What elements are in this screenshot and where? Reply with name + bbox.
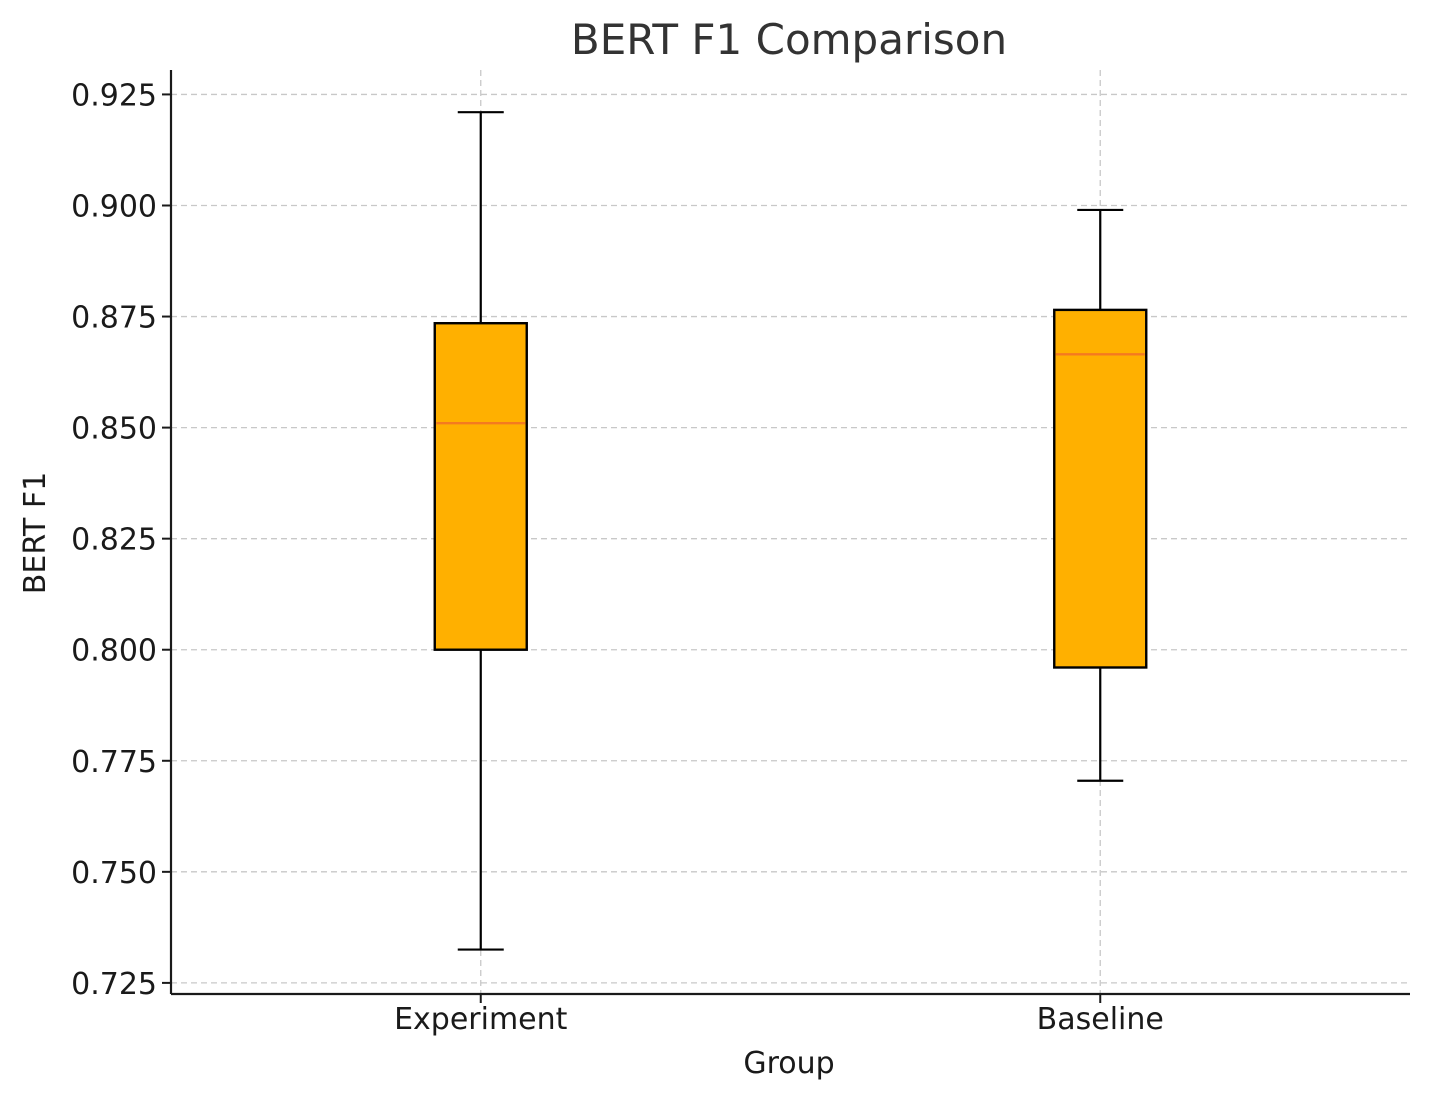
grid-layer (171, 70, 1410, 994)
boxes-layer (433, 111, 1148, 951)
ticks-layer: 0.725 0.750 0.775 0.800 0.825 0.850 0.875 0.900… (71, 78, 1164, 1037)
x-tick-label: Baseline (1037, 1002, 1164, 1037)
iqr-box (433, 322, 528, 651)
y-tick-label: 0.875 (71, 301, 157, 336)
y-axis-label: BERT F1 (18, 472, 53, 594)
iqr-box (1053, 308, 1148, 669)
x-tick-label: Experiment (394, 1002, 568, 1037)
y-tick-label: 0.800 (71, 634, 157, 669)
y-tick-label: 0.725 (71, 967, 157, 1002)
y-tick-label: 0.825 (71, 523, 157, 558)
y-tick-label: 0.850 (71, 412, 157, 447)
chart-title: BERT F1 Comparison (571, 15, 1007, 64)
y-tick-label: 0.775 (71, 745, 157, 780)
y-tick-label: 0.750 (71, 856, 157, 891)
x-axis-label: Group (743, 1046, 834, 1081)
axes-layer (169, 70, 1410, 996)
box-group (433, 111, 528, 951)
y-tick-label: 0.900 (71, 189, 157, 224)
box-group (1053, 208, 1148, 782)
y-tick-label: 0.925 (71, 78, 157, 113)
